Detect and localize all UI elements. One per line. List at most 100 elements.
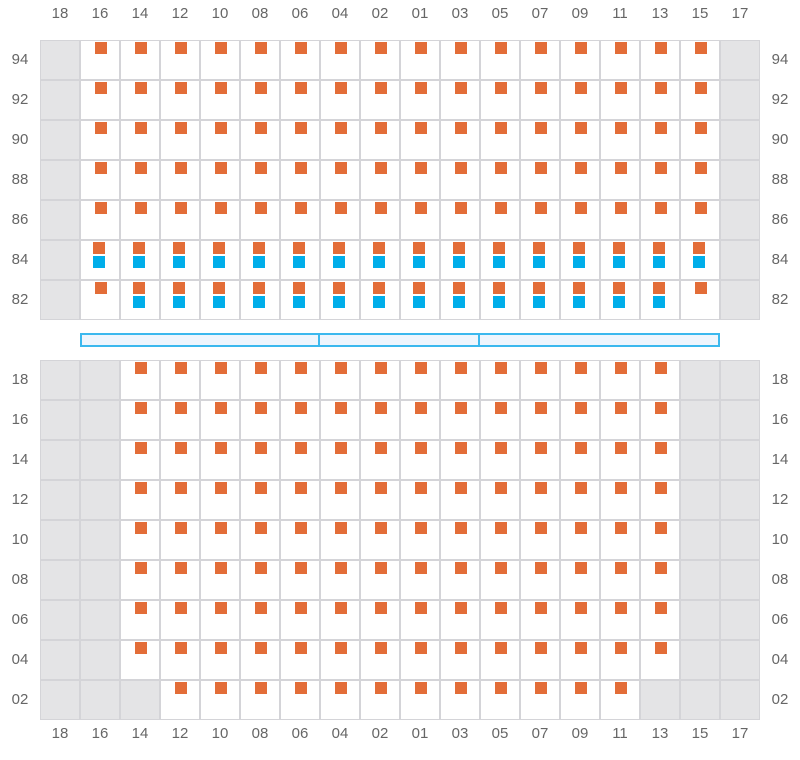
container-marker-orange[interactable] <box>253 282 265 294</box>
container-marker-orange[interactable] <box>415 562 427 574</box>
container-marker-orange[interactable] <box>415 82 427 94</box>
container-marker-orange[interactable] <box>215 362 227 374</box>
container-marker-orange[interactable] <box>295 122 307 134</box>
container-marker-blue[interactable] <box>413 256 425 268</box>
container-marker-orange[interactable] <box>95 42 107 54</box>
container-marker-blue[interactable] <box>133 296 145 308</box>
slot[interactable] <box>640 200 680 240</box>
container-marker-orange[interactable] <box>295 602 307 614</box>
container-marker-orange[interactable] <box>375 562 387 574</box>
container-marker-orange[interactable] <box>175 482 187 494</box>
container-marker-orange[interactable] <box>535 522 547 534</box>
container-marker-orange[interactable] <box>335 402 347 414</box>
container-marker-blue[interactable] <box>373 256 385 268</box>
container-marker-orange[interactable] <box>455 522 467 534</box>
container-marker-orange[interactable] <box>293 242 305 254</box>
container-marker-orange[interactable] <box>255 402 267 414</box>
container-marker-orange[interactable] <box>575 682 587 694</box>
container-marker-orange[interactable] <box>175 162 187 174</box>
container-marker-orange[interactable] <box>215 482 227 494</box>
slot[interactable] <box>440 400 480 440</box>
slot[interactable] <box>160 360 200 400</box>
container-marker-orange[interactable] <box>215 602 227 614</box>
container-marker-orange[interactable] <box>655 442 667 454</box>
slot[interactable] <box>240 520 280 560</box>
container-marker-orange[interactable] <box>135 202 147 214</box>
container-marker-orange[interactable] <box>295 82 307 94</box>
container-marker-orange[interactable] <box>615 682 627 694</box>
container-marker-orange[interactable] <box>255 642 267 654</box>
container-marker-orange[interactable] <box>175 362 187 374</box>
container-marker-orange[interactable] <box>575 602 587 614</box>
container-marker-blue[interactable] <box>613 296 625 308</box>
container-marker-orange[interactable] <box>655 82 667 94</box>
container-marker-orange[interactable] <box>135 602 147 614</box>
container-marker-orange[interactable] <box>215 682 227 694</box>
container-marker-orange[interactable] <box>495 562 507 574</box>
container-marker-orange[interactable] <box>615 442 627 454</box>
container-marker-orange[interactable] <box>535 442 547 454</box>
container-marker-blue[interactable] <box>293 296 305 308</box>
container-marker-orange[interactable] <box>455 82 467 94</box>
container-marker-blue[interactable] <box>333 296 345 308</box>
container-marker-orange[interactable] <box>135 162 147 174</box>
container-marker-orange[interactable] <box>375 522 387 534</box>
container-marker-orange[interactable] <box>535 82 547 94</box>
container-marker-orange[interactable] <box>495 642 507 654</box>
container-marker-orange[interactable] <box>175 642 187 654</box>
container-marker-orange[interactable] <box>95 122 107 134</box>
container-marker-orange[interactable] <box>373 282 385 294</box>
container-marker-orange[interactable] <box>655 402 667 414</box>
container-marker-orange[interactable] <box>173 242 185 254</box>
container-marker-orange[interactable] <box>335 442 347 454</box>
container-marker-orange[interactable] <box>613 242 625 254</box>
container-marker-orange[interactable] <box>255 562 267 574</box>
slot[interactable] <box>640 120 680 160</box>
container-marker-orange[interactable] <box>415 202 427 214</box>
slot[interactable] <box>680 280 720 320</box>
container-marker-orange[interactable] <box>415 442 427 454</box>
container-marker-orange[interactable] <box>655 522 667 534</box>
container-marker-orange[interactable] <box>575 562 587 574</box>
container-marker-orange[interactable] <box>535 482 547 494</box>
container-marker-orange[interactable] <box>135 562 147 574</box>
container-marker-blue[interactable] <box>533 296 545 308</box>
container-marker-orange[interactable] <box>535 602 547 614</box>
container-marker-orange[interactable] <box>215 522 227 534</box>
container-marker-orange[interactable] <box>253 242 265 254</box>
container-marker-blue[interactable] <box>413 296 425 308</box>
container-marker-orange[interactable] <box>535 122 547 134</box>
container-marker-orange[interactable] <box>655 642 667 654</box>
container-marker-orange[interactable] <box>695 122 707 134</box>
container-marker-orange[interactable] <box>655 362 667 374</box>
container-marker-orange[interactable] <box>215 122 227 134</box>
container-marker-blue[interactable] <box>453 256 465 268</box>
container-marker-blue[interactable] <box>453 296 465 308</box>
container-marker-orange[interactable] <box>375 642 387 654</box>
container-marker-orange[interactable] <box>335 602 347 614</box>
container-marker-blue[interactable] <box>213 256 225 268</box>
container-marker-blue[interactable] <box>653 256 665 268</box>
container-marker-blue[interactable] <box>213 296 225 308</box>
container-marker-orange[interactable] <box>135 362 147 374</box>
container-marker-orange[interactable] <box>535 202 547 214</box>
container-marker-orange[interactable] <box>455 362 467 374</box>
container-marker-orange[interactable] <box>415 42 427 54</box>
container-marker-orange[interactable] <box>415 522 427 534</box>
container-marker-blue[interactable] <box>653 296 665 308</box>
container-marker-orange[interactable] <box>415 362 427 374</box>
slot[interactable] <box>640 80 680 120</box>
container-marker-orange[interactable] <box>135 402 147 414</box>
container-marker-orange[interactable] <box>255 362 267 374</box>
container-marker-orange[interactable] <box>255 602 267 614</box>
container-marker-blue[interactable] <box>533 256 545 268</box>
container-marker-orange[interactable] <box>495 442 507 454</box>
slot[interactable] <box>80 80 120 120</box>
container-marker-orange[interactable] <box>95 162 107 174</box>
slot[interactable] <box>600 160 640 200</box>
container-marker-blue[interactable] <box>613 256 625 268</box>
container-marker-blue[interactable] <box>333 256 345 268</box>
container-marker-orange[interactable] <box>613 282 625 294</box>
container-marker-orange[interactable] <box>133 242 145 254</box>
container-marker-orange[interactable] <box>455 162 467 174</box>
